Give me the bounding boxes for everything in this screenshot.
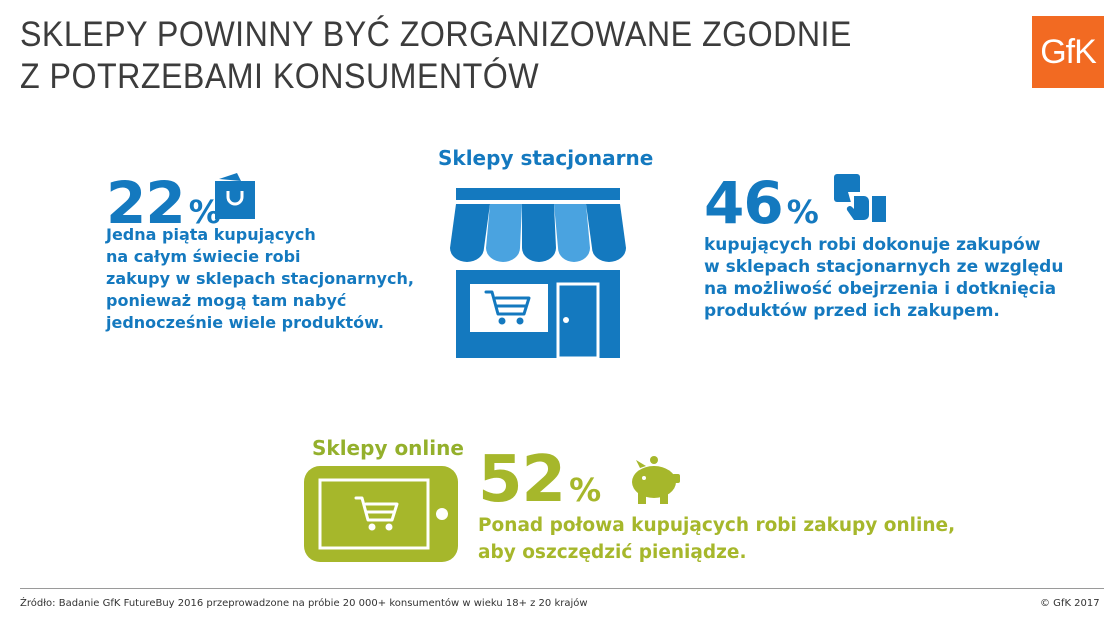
description-line: Jedna piąta kupujących <box>106 225 316 244</box>
copyright-note: © GfK 2017 <box>1040 598 1100 609</box>
logo-text: GfK <box>1040 32 1097 71</box>
stat-52-description: Ponad połowa kupujących robi zakupy onli… <box>478 512 955 566</box>
description-line: na możliwość obejrzenia i dotknięcia <box>704 279 1057 299</box>
title-line-1: SKLEPY POWINNY BYĆ ZORGANIZOWANE ZGODNIE <box>20 15 852 54</box>
awning-stripes <box>450 204 626 248</box>
stat-46-value: 46% <box>704 174 819 232</box>
piggy-bank-icon <box>632 456 680 504</box>
page-title: SKLEPY POWINNY BYĆ ZORGANIZOWANE ZGODNIE… <box>20 14 852 98</box>
stat-46-description: kupujących robi dokonuje zakupów w sklep… <box>704 234 1063 322</box>
description-line: zakupy w sklepach stacjonarnych, <box>106 269 414 288</box>
stat-52-value: 52% <box>478 448 601 512</box>
description-line: na całym świecie robi <box>106 247 301 266</box>
shopping-bag-icon <box>215 173 255 219</box>
storefront-icon <box>450 188 626 358</box>
description-line: kupujących robi dokonuje zakupów <box>704 235 1041 255</box>
stat-number: 46 <box>704 169 784 237</box>
description-line: aby oszczędzić pieniądze. <box>478 542 747 563</box>
stat-number: 22 <box>106 169 186 237</box>
hand-touch-icon <box>834 174 886 222</box>
stat-unit: % <box>786 193 819 231</box>
source-note: Źródło: Badanie GfK FutureBuy 2016 przep… <box>20 598 588 609</box>
description-line: Ponad połowa kupujących robi zakupy onli… <box>478 515 956 536</box>
stat-unit: % <box>569 471 602 509</box>
description-line: ponieważ mogą tam nabyć <box>106 291 347 310</box>
stationary-stores-heading: Sklepy stacjonarne <box>438 146 654 170</box>
footer-divider <box>20 588 1104 589</box>
stat-22-description: Jedna piąta kupujących na całym świecie … <box>106 224 414 334</box>
description-line: jednocześnie wiele produktów. <box>106 313 384 332</box>
stat-number: 52 <box>478 443 566 517</box>
online-stores-heading: Sklepy online <box>312 436 464 460</box>
description-line: produktów przed ich zakupem. <box>704 301 1000 321</box>
title-line-2: Z POTRZEBAMI KONSUMENTÓW <box>20 57 540 96</box>
gfk-logo: GfK <box>1032 16 1104 88</box>
smartphone-icon <box>304 466 458 562</box>
description-line: w sklepach stacjonarnych ze względu <box>704 257 1064 277</box>
